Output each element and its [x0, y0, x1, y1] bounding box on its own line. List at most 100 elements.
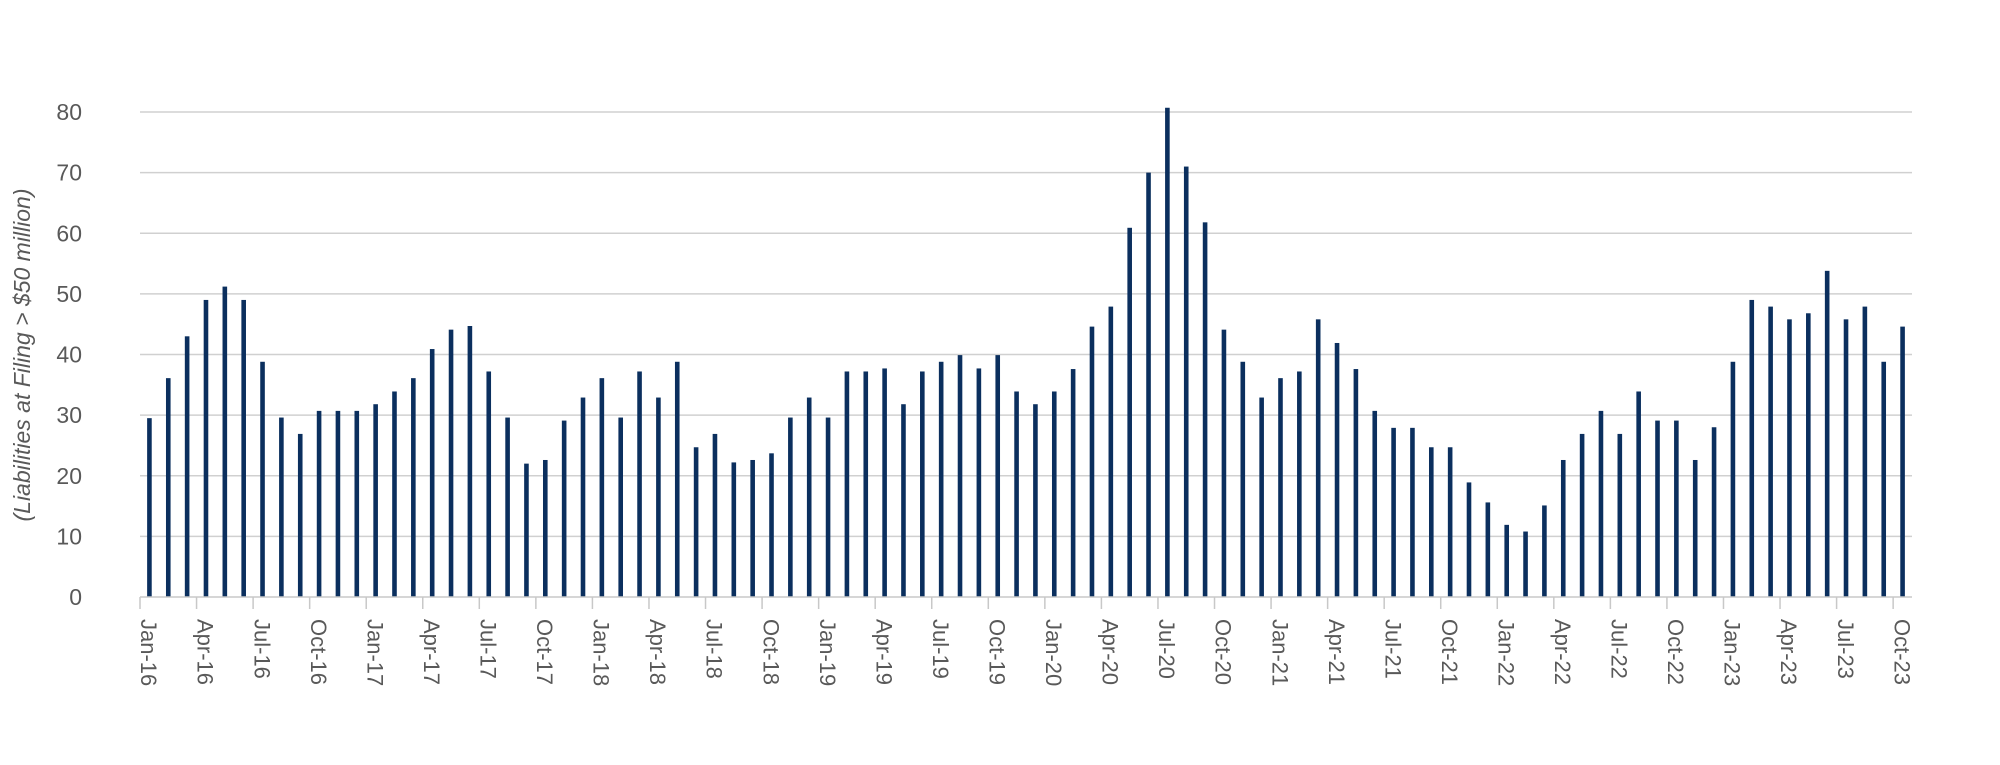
bar-oct-19: Oct-19: 39.9	[995, 355, 1001, 597]
x-tick-label: Apr-20	[1098, 619, 1123, 685]
y-tick-label: 10	[56, 523, 82, 549]
bar-jun-22: Jun-22: 30.7	[1598, 410, 1604, 597]
x-tick-label: Oct-18	[758, 619, 783, 685]
x-tick-label: Jul-22	[1607, 619, 1632, 679]
bar-jul-17: Jul-17: 37.2	[486, 371, 492, 597]
x-tick-label: Oct-22	[1663, 619, 1688, 685]
x-tick-label: Jan-22	[1493, 619, 1518, 686]
bar-feb-23: Feb-23: 49	[1749, 299, 1755, 597]
bar-apr-23: Apr-23: 45.8	[1787, 319, 1792, 597]
bars: Jan-16: 29.5 Feb-16: 36.1 Mar-16: 43 Apr-16…	[147, 107, 1905, 597]
bar-apr-19: Apr-19: 37.7	[882, 368, 887, 597]
bar-jan-22: Jan-22: 11.9	[1504, 524, 1510, 597]
bar-sep-21: Sep-21: 24.7	[1428, 447, 1434, 597]
bar-may-20: May-20: 60.9	[1127, 227, 1132, 597]
bar-jul-16: Jul-16: 38.8	[260, 361, 265, 597]
bar-may-19: May-19: 31.8	[901, 404, 906, 597]
bar-aug-20: Aug-20: 71	[1183, 166, 1189, 597]
bar-sep-17: Sep-17: 22	[524, 463, 529, 597]
bar-jun-18: Jun-18: 24.7	[693, 447, 699, 597]
bar-mar-17: Mar-17: 36.1	[411, 378, 416, 597]
bar-oct-16: Oct-16: 30.7	[316, 410, 322, 597]
bar-aug-17: Aug-17: 29.6	[505, 417, 510, 597]
bar-mar-22: Mar-22: 15.1	[1542, 505, 1547, 597]
x-tick-label: Apr-18	[645, 619, 670, 685]
x-tick-label: Oct-17	[532, 619, 557, 685]
bar-may-17: May-17: 44.1	[448, 329, 454, 597]
bar-aug-19: Aug-19: 39.9	[957, 355, 963, 597]
bar-apr-17: Apr-17: 40.9	[429, 349, 435, 597]
bar-aug-23: Aug-23: 47.9	[1862, 306, 1868, 597]
bar-nov-22: Nov-22: 22.6	[1692, 459, 1698, 597]
y-tick-label: 0	[69, 584, 82, 610]
bar-dec-16: Dec-16: 30.7	[354, 410, 360, 597]
bar-apr-20: Apr-20: 47.9	[1108, 306, 1114, 597]
y-tick-label: 50	[56, 281, 82, 307]
x-tick-label: Apr-19	[871, 619, 896, 685]
bar-jun-16: Jun-16: 49	[241, 299, 246, 597]
x-tick-label: Apr-23	[1776, 619, 1801, 685]
bar-apr-22: Apr-22: 22.6	[1560, 459, 1566, 597]
bar-oct-18: Oct-18: 23.7	[769, 453, 774, 597]
bar-oct-21: Oct-21: 24.7	[1447, 447, 1453, 597]
x-tick-label: Jul-17	[476, 619, 501, 679]
x-tick-label: Jan-19	[815, 619, 840, 686]
bar-sep-16: Sep-16: 26.9	[297, 433, 303, 597]
bar-jan-19: Jan-19: 29.6	[825, 417, 831, 597]
bar-dec-21: Dec-21: 15.6	[1485, 502, 1491, 597]
bar-oct-17: Oct-17: 22.6	[542, 459, 548, 597]
x-tick-label: Jan-21	[1267, 619, 1292, 686]
bar-feb-18: Feb-18: 29.6	[618, 417, 624, 597]
bar-jan-23: Jan-23: 38.8	[1730, 361, 1736, 597]
bar-oct-22: Oct-22: 29.1	[1674, 420, 1679, 597]
bar-feb-19: Feb-19: 37.2	[844, 371, 850, 597]
y-tick-label: 30	[56, 402, 82, 428]
x-tick-label: Jul-21	[1380, 619, 1405, 679]
bar-may-22: May-22: 26.9	[1579, 433, 1585, 597]
bar-jun-17: Jun-17: 44.7	[467, 326, 473, 597]
x-tick-label: Apr-22	[1550, 619, 1575, 685]
bar-dec-18: Dec-18: 32.9	[806, 397, 812, 597]
x-tick-label: Jan-20	[1041, 619, 1066, 686]
bar-mar-16: Mar-16: 43	[184, 336, 190, 597]
bar-apr-18: Apr-18: 32.9	[656, 397, 661, 597]
bar-sep-18: Sep-18: 22.6	[750, 459, 755, 597]
y-tick-label: 70	[56, 160, 82, 186]
bar-feb-21: Feb-21: 37.2	[1297, 371, 1302, 597]
bar-nov-19: Nov-19: 33.9	[1014, 391, 1019, 597]
x-axis: Jan-16 Apr-16 Jul-16 Oct-16 Jan-17 Apr-17 Jul-…	[136, 596, 1914, 686]
x-tick-label: Jul-16	[249, 619, 274, 679]
bar-apr-21: Apr-21: 41.9	[1334, 342, 1340, 597]
bar-may-23: May-23: 46.8	[1806, 313, 1811, 597]
x-tick-label: Jan-18	[589, 619, 614, 686]
bar-aug-21: Aug-21: 27.9	[1410, 427, 1415, 597]
bar-nov-18: Nov-18: 29.6	[788, 417, 793, 597]
bar-mar-19: Mar-19: 37.2	[863, 371, 869, 597]
bar-jan-17: Jan-17: 31.8	[373, 404, 378, 597]
bar-jul-22: Jul-22: 26.9	[1617, 433, 1623, 597]
bar-jun-23: Jun-23: 53.8	[1824, 270, 1830, 597]
bar-sep-20: Sep-20: 61.8	[1202, 222, 1208, 597]
bar-jun-21: Jun-21: 30.7	[1372, 410, 1378, 597]
bar-jul-18: Jul-18: 26.9	[712, 433, 718, 597]
bar-aug-18: Aug-18: 22.2	[731, 462, 737, 597]
bar-feb-20: Feb-20: 37.6	[1070, 369, 1076, 597]
x-tick-label: Jul-23	[1833, 619, 1858, 679]
bar-jul-21: Jul-21: 27.9	[1391, 427, 1396, 597]
bar-dec-20: Dec-20: 32.9	[1259, 397, 1264, 597]
bar-jan-18: Jan-18: 36.1	[599, 378, 605, 597]
bar-jan-21: Jan-21: 36.1	[1278, 378, 1283, 597]
bar-dec-22: Dec-22: 28	[1711, 427, 1717, 597]
bar-mar-18: Mar-18: 37.2	[637, 371, 642, 597]
bar-feb-17: Feb-17: 33.9	[392, 391, 397, 597]
bar-aug-22: Aug-22: 33.9	[1636, 391, 1641, 597]
bar-nov-21: Nov-21: 18.9	[1466, 482, 1472, 597]
x-tick-label: Jan-17	[362, 619, 387, 686]
y-tick-label: 60	[56, 220, 82, 246]
gridlines	[140, 111, 1912, 538]
x-tick-label: Oct-20	[1211, 619, 1236, 685]
bar-mar-21: Mar-21: 45.8	[1315, 319, 1321, 597]
bar-jun-20: Jun-20: 70	[1146, 172, 1151, 597]
bar-sep-19: Sep-19: 37.7	[976, 368, 982, 597]
